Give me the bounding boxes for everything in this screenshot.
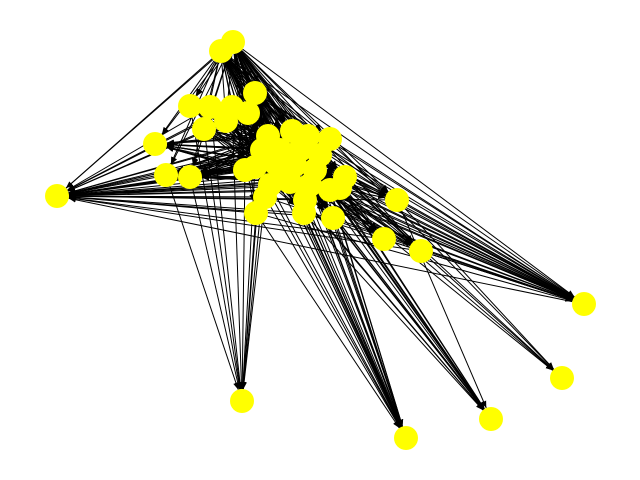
graph-node [178,165,202,189]
graph-edge [68,178,274,198]
graph-edge [241,49,389,193]
graph-edge [205,140,243,390]
graph-node [192,117,216,141]
graph-edge [161,51,227,135]
graph-edge [241,208,265,390]
graph-edge [68,182,279,198]
graph-edge [302,136,574,299]
graph-node [154,163,178,187]
graph-edge [200,141,258,172]
graph-edge [353,184,554,371]
graph-node [236,101,260,125]
graph-edge [166,145,244,165]
graph-edge [299,175,402,428]
graph-edge [313,196,403,427]
graph-edge [294,192,402,428]
edge-layer [65,48,575,429]
graph-node [233,158,257,182]
graph-node [143,132,167,156]
graph-node [572,292,596,316]
graph-edge [339,145,575,298]
graph-node [273,166,297,190]
graph-node [209,39,233,63]
graph-node [550,366,574,390]
graph-edge [318,141,574,299]
graph-node [372,227,396,251]
graph-edge [263,101,284,123]
graph-edge [230,57,575,298]
graph-edge [338,147,554,370]
graph-node [214,109,238,133]
graph-edge [192,188,241,390]
graph-edge [275,195,401,428]
graph-edge [65,58,213,189]
graph-edge [346,197,485,410]
graph-edge [239,181,246,390]
graph-edge [340,227,484,410]
graph-edge [169,186,239,390]
graph-node [479,407,503,431]
graph-node [321,206,345,230]
graph-edge [228,60,323,181]
graph-edge [67,112,200,191]
graph-edge [237,124,257,133]
graph-edge [407,205,574,299]
graph-edge [333,201,404,427]
graph-edge [225,61,244,103]
graph-edge [270,207,401,428]
graph-edge [350,192,574,300]
graph-node [394,426,418,450]
graph-node [243,81,267,105]
graph-node [292,201,316,225]
graph-edge [166,134,257,144]
graph-edge [241,50,322,131]
graph-edge [242,48,575,298]
graph-edge [229,58,322,132]
graph-edge [429,258,554,371]
graph-node [409,239,433,263]
node-layer [45,30,596,450]
graph-edge [289,188,402,428]
graph-edge [260,177,401,428]
graph-edge [67,125,216,192]
graph-node [318,178,342,202]
graph-edge [336,199,485,410]
graph-edge [311,221,484,411]
graph-edge [325,174,574,300]
graph-node [385,188,409,212]
graph-node [244,201,268,225]
graph-edge [316,203,573,301]
graph-edge [336,229,403,427]
graph-node [45,184,69,208]
graph-edge [195,61,216,96]
graph-edge [262,222,400,429]
graph-node [178,94,202,118]
graph-edge [404,208,555,370]
graph-node [230,389,254,413]
graph-edge [309,210,402,428]
graph-edge [68,194,322,218]
graph-node [198,95,222,119]
